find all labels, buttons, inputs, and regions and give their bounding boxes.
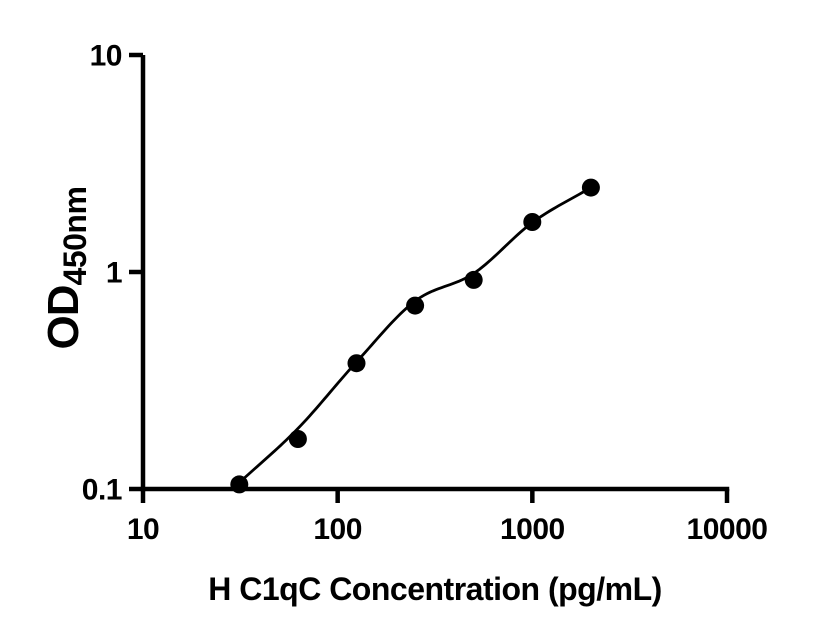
data-point-marker — [464, 270, 483, 289]
data-point-marker — [288, 430, 307, 448]
data-point-marker — [581, 178, 600, 197]
x-axis-title: H C1qC Concentration (pg/mL) — [208, 571, 662, 607]
y-tick-label: 1 — [106, 257, 122, 290]
y-axis-tick-labels: 0.1 1 10 — [82, 40, 123, 507]
x-axis-ticks — [140, 489, 730, 503]
y-tick-label: 0.1 — [82, 474, 122, 507]
y-axis-title-subscript: 450nm — [57, 187, 93, 286]
data-point-marker — [523, 213, 542, 231]
y-axis-title: OD450nm — [39, 187, 93, 350]
y-tick-label: 10 — [90, 40, 122, 73]
y-axis-title-main: OD — [39, 285, 88, 349]
data-points — [230, 178, 600, 494]
x-tick-label: 10 — [127, 513, 159, 546]
data-point-marker — [347, 354, 366, 373]
x-axis-tick-labels: 10 100 1000 10000 — [127, 513, 768, 546]
data-point-marker — [230, 475, 249, 494]
axes: 0.1 1 10 10 100 1000 10000 — [82, 40, 768, 547]
data-point-marker — [406, 296, 425, 315]
x-tick-label: 1000 — [500, 513, 565, 546]
y-axis-ticks — [129, 52, 143, 492]
x-tick-label: 10000 — [687, 513, 768, 546]
x-tick-label: 100 — [313, 513, 362, 546]
